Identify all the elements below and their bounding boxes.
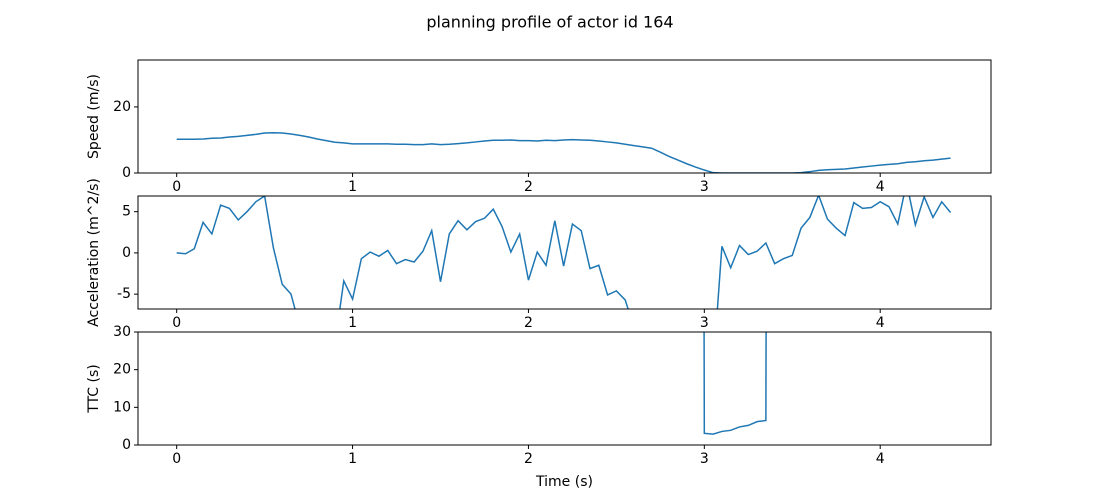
x-tick-label: 1 — [348, 451, 357, 467]
y-tick-label: 20 — [113, 362, 131, 378]
plot-area — [176, 196, 952, 309]
y-axis-label: TTC (s) — [86, 364, 102, 413]
y-tick-label: 20 — [113, 99, 131, 115]
axes-frame — [137, 59, 992, 174]
data-line — [703, 332, 767, 435]
x-tick-label: 3 — [700, 451, 709, 467]
plot-area — [176, 131, 951, 173]
axes-frame — [137, 331, 992, 446]
y-tick-label: 30 — [113, 324, 131, 340]
y-tick-label: 0 — [122, 165, 131, 181]
y-axis-label: Acceleration (m^2/s) — [86, 178, 102, 327]
x-tick-label: 3 — [700, 179, 709, 195]
y-tick-label: 10 — [113, 399, 131, 415]
x-tick-label: 0 — [172, 315, 181, 331]
data-line — [176, 131, 951, 173]
figure-title: planning profile of actor id 164 — [426, 13, 673, 32]
y-tick-label: 5 — [122, 204, 131, 220]
x-tick-label: 0 — [172, 179, 181, 195]
y-tick-label: 0 — [122, 245, 131, 261]
plot-area — [703, 332, 767, 435]
y-axis-label: Speed (m/s) — [86, 74, 102, 159]
x-tick-label: 3 — [700, 315, 709, 331]
x-tick-label: 2 — [524, 315, 533, 331]
x-tick-label: 0 — [172, 451, 181, 467]
x-tick-label: 1 — [348, 179, 357, 195]
x-tick-label: 2 — [524, 179, 533, 195]
data-line — [176, 196, 952, 309]
y-tick-label: -5 — [117, 286, 131, 302]
x-tick-label: 2 — [524, 451, 533, 467]
y-tick-label: 0 — [122, 437, 131, 453]
x-axis-label: Time (s) — [535, 474, 593, 490]
x-tick-label: 4 — [876, 179, 885, 195]
x-tick-label: 4 — [876, 451, 885, 467]
x-tick-label: 4 — [876, 315, 885, 331]
x-tick-label: 1 — [348, 315, 357, 331]
